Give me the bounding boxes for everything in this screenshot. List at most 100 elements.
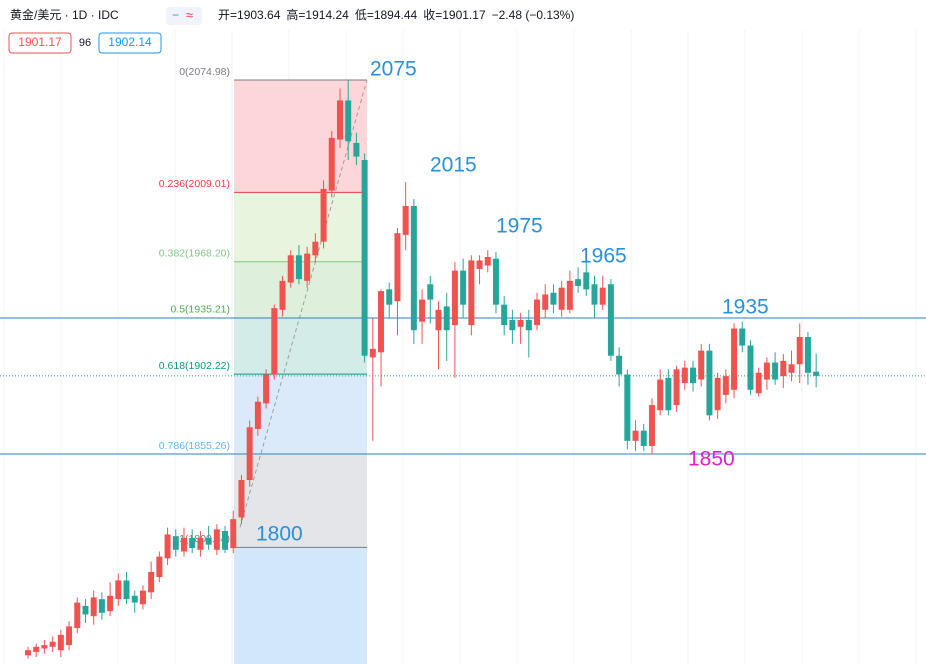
bid: 1901.17 bbox=[18, 35, 62, 49]
fib-label: 0.236(2009.01) bbox=[159, 178, 230, 190]
candle-body bbox=[624, 374, 631, 441]
toggle[interactable] bbox=[166, 7, 202, 25]
candle-body bbox=[213, 529, 220, 550]
candle-body bbox=[386, 289, 393, 305]
candle-body bbox=[156, 556, 163, 578]
candle-body bbox=[484, 257, 491, 266]
candle-body bbox=[287, 255, 294, 283]
candle-body bbox=[427, 284, 434, 300]
candle-body bbox=[336, 100, 343, 140]
candle-body bbox=[107, 595, 114, 612]
candle-body bbox=[804, 337, 811, 373]
candle-body bbox=[772, 362, 779, 380]
fib-zone bbox=[234, 80, 367, 193]
candle-body bbox=[763, 362, 770, 380]
spread: 96 bbox=[79, 37, 91, 49]
candle-body bbox=[123, 580, 130, 600]
candle-body bbox=[468, 260, 475, 326]
candle-body bbox=[66, 626, 73, 646]
candle-body bbox=[410, 205, 417, 331]
candle-body bbox=[566, 280, 573, 310]
candle-body bbox=[197, 537, 204, 550]
candle-body bbox=[681, 367, 688, 383]
symbol-title: 黄金/美元 · 1D · IDC bbox=[10, 7, 119, 22]
candle-body bbox=[328, 137, 335, 191]
candle-body bbox=[254, 401, 261, 429]
fib-label: 0.5(1935.21) bbox=[170, 304, 230, 316]
candle-body bbox=[312, 241, 319, 256]
candle-body bbox=[98, 599, 105, 613]
candle-body bbox=[813, 371, 820, 376]
fib-zone bbox=[234, 547, 367, 664]
candle-body bbox=[361, 160, 368, 356]
candle-body bbox=[238, 480, 245, 518]
candle-body bbox=[714, 377, 721, 411]
candle-body bbox=[451, 270, 458, 326]
annotation: 2075 bbox=[370, 58, 417, 81]
toggle-icon: ≈ bbox=[186, 7, 193, 22]
candle-body bbox=[90, 597, 97, 617]
candle-body bbox=[25, 650, 31, 656]
candle-body bbox=[722, 376, 729, 395]
header-bg bbox=[0, 0, 620, 30]
annotation: 1935 bbox=[722, 296, 769, 319]
annotation: 1800 bbox=[256, 523, 303, 546]
candle-body bbox=[304, 253, 311, 281]
candle-body bbox=[755, 372, 762, 394]
ohlc-value: 1901.17 bbox=[442, 8, 486, 22]
candle-body bbox=[230, 519, 237, 549]
candle-body bbox=[698, 350, 705, 380]
candle-body bbox=[139, 590, 146, 605]
candle-body bbox=[205, 537, 212, 545]
fib-trend bbox=[239, 79, 368, 528]
candle-body bbox=[115, 580, 122, 600]
candle-body bbox=[82, 605, 89, 615]
bid-box bbox=[8, 32, 72, 54]
annotation: 2015 bbox=[430, 154, 477, 177]
candle-body bbox=[180, 537, 187, 552]
ask-box bbox=[98, 32, 162, 54]
candle-body bbox=[246, 427, 253, 480]
candle-body bbox=[509, 320, 516, 331]
ohlc-label: 低= bbox=[355, 8, 374, 22]
candle-body bbox=[534, 299, 541, 326]
ask: 1902.14 bbox=[108, 35, 152, 49]
candle-body bbox=[295, 255, 302, 280]
fib-zone bbox=[234, 374, 367, 455]
candle-body bbox=[41, 645, 48, 649]
candle-body bbox=[640, 430, 647, 446]
fib-label: 0(2074.98) bbox=[179, 66, 230, 78]
candle-body bbox=[394, 233, 401, 302]
ohlc-label: 收= bbox=[423, 8, 442, 22]
candle-body bbox=[353, 142, 360, 157]
candle-body bbox=[435, 309, 442, 331]
fib-zone bbox=[234, 192, 367, 262]
candle-body bbox=[591, 284, 598, 305]
candle-body bbox=[665, 377, 672, 411]
candle-body bbox=[706, 350, 713, 416]
candle-body bbox=[57, 634, 64, 651]
candle-body bbox=[525, 320, 532, 331]
candle-body bbox=[583, 272, 590, 290]
candle-body bbox=[648, 405, 655, 446]
candle-body bbox=[172, 536, 179, 550]
candle-body bbox=[739, 328, 746, 346]
candle-body bbox=[402, 205, 409, 235]
candle-body bbox=[550, 292, 557, 305]
candle-body bbox=[263, 374, 270, 404]
candle-body bbox=[558, 287, 565, 310]
candle-body bbox=[780, 360, 787, 377]
candle-body bbox=[517, 320, 524, 327]
change: −2.48 (−0.13%) bbox=[492, 8, 575, 22]
candle-body bbox=[747, 345, 754, 390]
candle-body bbox=[345, 100, 352, 142]
annotation: 1965 bbox=[580, 245, 627, 268]
candle-body bbox=[74, 602, 81, 629]
candle-body bbox=[492, 258, 499, 305]
fib-label: 0.618(1902.22) bbox=[159, 360, 230, 372]
candle-body bbox=[49, 641, 56, 647]
candle-body bbox=[419, 299, 426, 322]
candle-body bbox=[279, 280, 286, 310]
